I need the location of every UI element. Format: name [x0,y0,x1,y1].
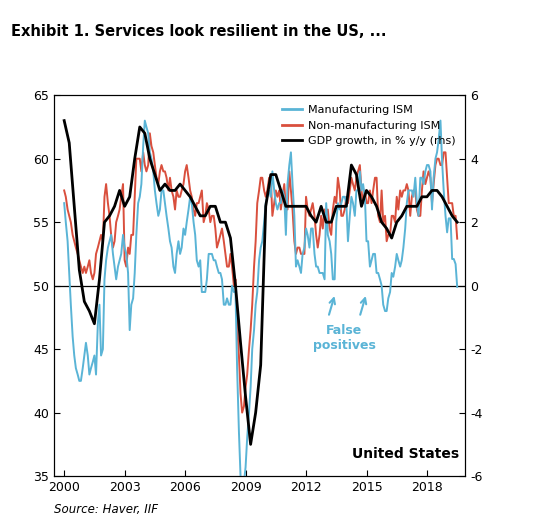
Text: False
positives: False positives [313,324,376,352]
Legend: Manufacturing ISM, Non-manufacturing ISM, GDP growth, in % y/y (rhs): Manufacturing ISM, Non-manufacturing ISM… [278,101,460,151]
Text: United States: United States [352,447,459,461]
Text: Exhibit 1. Services look resilient in the US, ...: Exhibit 1. Services look resilient in th… [11,24,386,39]
Text: Source: Haver, IIF: Source: Haver, IIF [54,503,158,516]
